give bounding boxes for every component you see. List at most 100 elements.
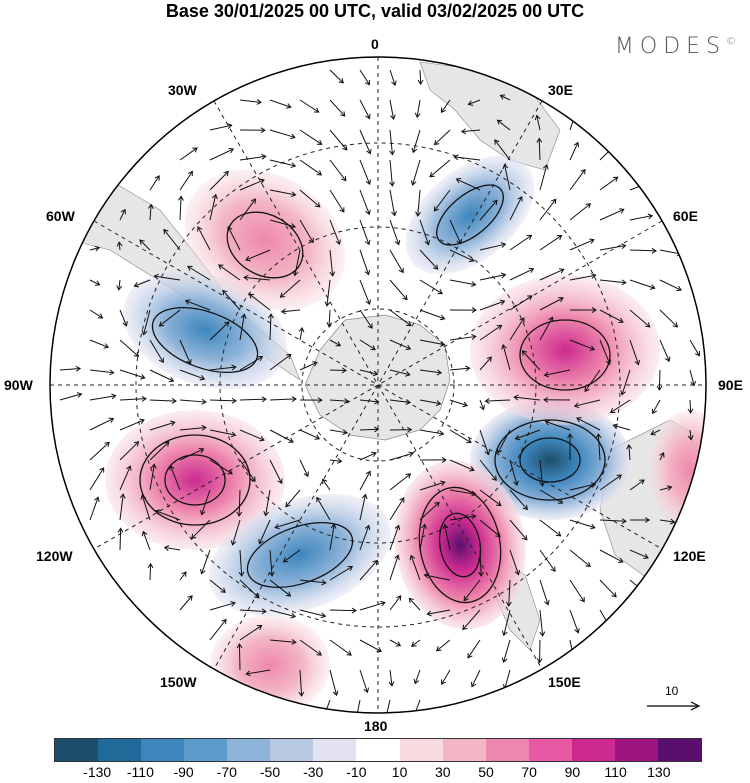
wind-vector-head bbox=[231, 397, 237, 404]
wind-vector bbox=[485, 399, 511, 402]
wind-vector-head bbox=[496, 119, 503, 125]
wind-vector-head bbox=[104, 441, 110, 448]
wind-vector bbox=[539, 198, 557, 221]
wind-vector-head bbox=[365, 209, 371, 216]
wind-vector-head bbox=[303, 471, 309, 478]
wind-vector bbox=[509, 519, 528, 541]
wind-vector-head bbox=[187, 170, 193, 177]
wind-vector bbox=[479, 399, 485, 410]
wind-vector-head bbox=[361, 493, 368, 500]
wind-vector-head bbox=[339, 207, 345, 213]
wind-vector bbox=[479, 243, 506, 251]
wind-vector bbox=[322, 479, 331, 491]
wind-vector bbox=[569, 519, 595, 529]
wind-vector-head bbox=[261, 396, 267, 403]
wind-vector bbox=[209, 579, 226, 593]
wind-vector-head bbox=[405, 399, 412, 405]
wind-vector-head bbox=[466, 438, 472, 444]
wind-vector-head bbox=[364, 524, 371, 531]
wind-vector-head bbox=[94, 245, 101, 252]
wind-vector-head bbox=[616, 474, 623, 480]
wind-vector-head bbox=[119, 493, 126, 499]
wind-vector-head bbox=[433, 206, 440, 212]
wind-vector bbox=[359, 428, 379, 431]
wind-vector bbox=[329, 69, 344, 84]
wind-vector bbox=[479, 429, 490, 455]
map-border bbox=[49, 56, 707, 714]
wind-vector bbox=[329, 566, 353, 581]
wind-vector-head bbox=[365, 299, 371, 306]
wind-vector-head bbox=[346, 650, 352, 656]
wind-vector bbox=[329, 159, 347, 181]
wind-vector-head bbox=[606, 623, 612, 629]
wind-vector-head bbox=[544, 600, 550, 606]
wind-vector-head bbox=[643, 553, 649, 560]
wind-vector bbox=[209, 124, 232, 131]
colorbar-tick-label: -10 bbox=[346, 764, 367, 780]
wind-vector-head bbox=[312, 361, 318, 367]
wind-vector bbox=[413, 699, 421, 713]
wind-vector bbox=[119, 309, 127, 326]
wind-vector bbox=[359, 452, 377, 461]
wind-vector bbox=[449, 219, 462, 244]
lon-label-150w: 150W bbox=[160, 674, 197, 690]
wind-vector-head bbox=[579, 597, 585, 603]
wind-vector bbox=[456, 178, 481, 191]
wind-vector bbox=[419, 279, 443, 295]
wind-vector-head bbox=[609, 408, 616, 413]
wind-vector-head bbox=[285, 501, 291, 508]
wind-vector bbox=[462, 609, 481, 630]
wind-vector bbox=[163, 229, 181, 251]
wind-vector-head bbox=[97, 313, 104, 319]
colorbar-tick-label: -70 bbox=[216, 764, 237, 780]
wind-vector bbox=[299, 579, 326, 584]
wind-vector bbox=[299, 327, 303, 341]
wind-vector-head bbox=[526, 234, 533, 240]
wind-vector-head bbox=[279, 292, 286, 298]
wind-vector-head bbox=[543, 371, 550, 378]
wind-vector-head bbox=[259, 178, 265, 185]
wind-vector bbox=[59, 393, 82, 401]
wind-vector-head bbox=[240, 313, 247, 319]
wind-vector-head bbox=[438, 430, 445, 437]
wind-vector bbox=[389, 473, 411, 491]
wind-vector bbox=[209, 148, 234, 161]
wind-vector-head bbox=[258, 539, 264, 545]
wind-vector bbox=[449, 335, 476, 341]
wind-vector-head bbox=[513, 480, 519, 486]
wind-vector bbox=[576, 417, 601, 431]
colorbar-tick-label: 70 bbox=[521, 764, 537, 780]
wind-vector-head bbox=[298, 691, 305, 697]
wind-vector bbox=[239, 179, 265, 191]
lon-label-30e: 30E bbox=[548, 82, 573, 98]
wind-vector bbox=[299, 189, 321, 208]
wind-vector bbox=[569, 169, 586, 191]
wind-vector-head bbox=[141, 395, 147, 402]
wind-vector bbox=[569, 142, 579, 161]
wind-vector bbox=[269, 219, 296, 228]
wind-vector bbox=[539, 297, 564, 311]
wind-vector-head bbox=[439, 314, 446, 321]
wind-vector-head bbox=[435, 646, 442, 652]
wind-vector bbox=[245, 249, 271, 261]
wind-vector-head bbox=[590, 482, 597, 488]
wind-vector bbox=[479, 549, 482, 576]
wind-vector-head bbox=[243, 274, 249, 281]
wind-vector bbox=[143, 309, 151, 335]
wind-vector-head bbox=[649, 284, 656, 290]
colorbar-tick-label: -50 bbox=[259, 764, 281, 780]
wind-vector-head bbox=[260, 127, 266, 134]
wind-vector-head bbox=[117, 527, 124, 533]
wind-vector-head bbox=[543, 396, 549, 403]
wind-vector-head bbox=[499, 94, 506, 100]
wind-vector-head bbox=[651, 247, 657, 254]
wind-vector bbox=[141, 495, 151, 521]
wind-vector bbox=[179, 448, 204, 461]
wind-vector-head bbox=[326, 321, 333, 328]
wind-vector bbox=[359, 129, 371, 154]
wind-vector-head bbox=[315, 202, 321, 208]
wind-vector bbox=[629, 279, 655, 289]
wind-vector bbox=[209, 171, 229, 191]
wind-vector bbox=[539, 549, 556, 572]
wind-vector bbox=[159, 309, 181, 327]
